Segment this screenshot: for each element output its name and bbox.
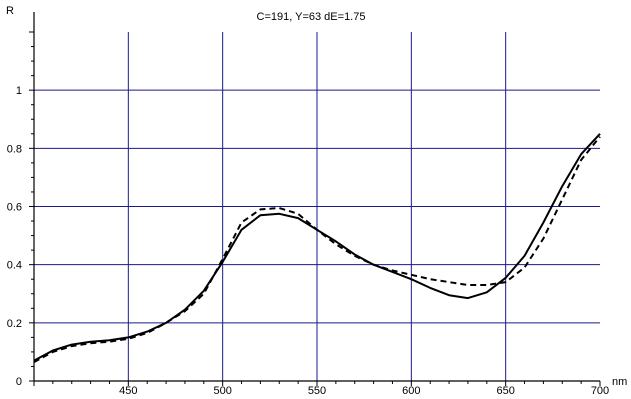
y-tick-label-0.4: 0.4 <box>7 260 22 272</box>
x-tick-label-550: 550 <box>308 385 326 397</box>
y-tick-label-0.2: 0.2 <box>7 318 22 330</box>
tick-labels: 450 500 550 600 650 700 0 0.2 0.4 0.6 0.8 1 <box>7 85 609 397</box>
x-tick-label-500: 500 <box>213 385 231 397</box>
x-axis-unit: nm <box>612 376 627 388</box>
chart-title: C=191, Y=63 dE=1.75 <box>257 11 366 23</box>
axes <box>29 12 601 386</box>
grid-lines <box>34 32 600 381</box>
x-tick-label-700: 700 <box>591 385 609 397</box>
x-tick-label-650: 650 <box>496 385 514 397</box>
x-tick-label-450: 450 <box>119 385 137 397</box>
y-axis-unit: R <box>6 5 14 17</box>
series-line-dashed <box>33 136 601 363</box>
x-tick-label-600: 600 <box>402 385 420 397</box>
y-tick-label-0.6: 0.6 <box>7 202 22 214</box>
series-layer <box>33 133 601 363</box>
y-tick-label-1: 1 <box>16 85 22 97</box>
y-tick-label-0.8: 0.8 <box>7 143 22 155</box>
y-tick-label-0: 0 <box>16 376 22 388</box>
